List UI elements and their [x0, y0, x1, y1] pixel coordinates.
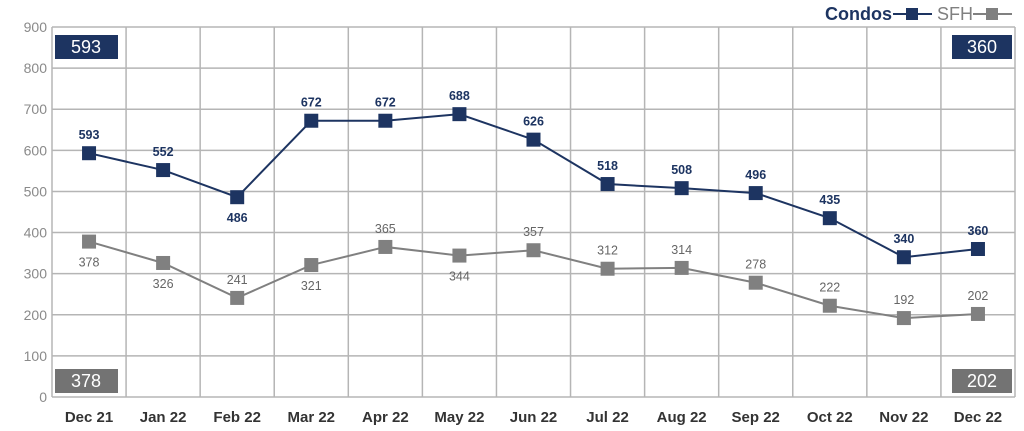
legend-condos-label: Condos	[825, 4, 892, 24]
data-point-sfh	[970, 306, 985, 321]
data-label-sfh: 365	[375, 222, 396, 236]
data-point-sfh	[304, 258, 319, 273]
grid	[51, 26, 1016, 398]
data-label-sfh: 314	[671, 243, 692, 257]
x-tick-label: May 22	[434, 409, 484, 426]
data-point-condos	[526, 132, 541, 147]
data-label-sfh: 241	[227, 273, 248, 287]
data-point-condos	[82, 146, 97, 161]
x-tick-label: Jun 22	[510, 409, 558, 426]
data-label-condos: 688	[449, 89, 470, 103]
data-label-sfh: 344	[449, 270, 470, 284]
callout-sfh-end-text: 202	[967, 371, 997, 391]
data-point-sfh	[822, 298, 837, 313]
x-tick-label: Aug 22	[657, 409, 707, 426]
data-label-condos: 435	[819, 193, 840, 207]
data-point-condos	[156, 163, 171, 178]
y-axis: 0 100 200 300 400 500 600 700 800 900	[24, 19, 48, 405]
callout-condos-start: 593	[55, 35, 118, 59]
callout-condos-start-text: 593	[71, 37, 101, 57]
x-tick-label: Apr 22	[362, 409, 409, 426]
data-label-condos: 626	[523, 115, 544, 129]
data-label-sfh: 321	[301, 279, 322, 293]
data-point-sfh	[156, 255, 171, 270]
legend-sfh-marker	[986, 8, 998, 20]
callout-condos-end: 360	[952, 35, 1012, 59]
y-tick-label: 900	[24, 19, 48, 35]
y-tick-label: 0	[39, 389, 47, 405]
x-tick-label: Feb 22	[213, 409, 261, 426]
data-point-sfh	[378, 239, 393, 254]
x-tick-label: Jul 22	[586, 409, 629, 426]
callout-sfh-end: 202	[952, 369, 1012, 393]
data-label-condos: 508	[671, 163, 692, 177]
data-label-sfh: 378	[79, 256, 100, 270]
data-label-condos: 593	[79, 128, 100, 142]
y-tick-label: 300	[24, 266, 48, 282]
callout-condos-end-text: 360	[967, 37, 997, 57]
data-label-condos: 672	[301, 96, 322, 110]
data-point-sfh	[674, 260, 689, 275]
data-point-condos	[452, 107, 467, 122]
data-label-condos: 340	[893, 232, 914, 246]
data-point-sfh	[896, 311, 911, 326]
data-point-condos	[304, 113, 319, 128]
data-point-condos	[674, 181, 689, 196]
x-tick-label: Oct 22	[807, 409, 853, 426]
data-label-sfh: 202	[968, 289, 989, 303]
y-tick-label: 600	[24, 142, 48, 158]
data-point-condos	[822, 211, 837, 226]
x-tick-label: Dec 22	[954, 409, 1002, 426]
data-point-sfh	[748, 275, 763, 290]
data-label-sfh: 192	[893, 293, 914, 307]
callout-sfh-start-text: 378	[71, 371, 101, 391]
data-point-condos	[600, 177, 615, 192]
legend-condos-marker	[906, 8, 918, 20]
data-point-condos	[230, 190, 245, 205]
data-point-condos	[896, 250, 911, 265]
y-tick-label: 200	[24, 307, 48, 323]
x-tick-label: Sep 22	[732, 409, 780, 426]
series-lines	[82, 107, 985, 326]
data-label-sfh: 312	[597, 244, 618, 258]
data-label-sfh: 278	[745, 258, 766, 272]
x-axis: Dec 21 Jan 22 Feb 22 Mar 22 Apr 22 May 22 Jun …	[65, 409, 1002, 426]
data-point-sfh	[82, 234, 97, 249]
data-label-sfh: 326	[153, 277, 174, 291]
data-label-condos: 672	[375, 96, 396, 110]
x-tick-label: Nov 22	[879, 409, 928, 426]
data-point-sfh	[526, 243, 541, 258]
y-tick-label: 800	[24, 60, 48, 76]
x-tick-label: Dec 21	[65, 409, 113, 426]
data-point-condos	[970, 242, 985, 256]
data-label-condos: 552	[153, 145, 174, 159]
legend-sfh-label: SFH	[937, 4, 973, 24]
data-label-condos: 496	[745, 168, 766, 182]
data-point-sfh	[452, 248, 467, 263]
data-point-sfh	[600, 261, 615, 276]
y-tick-label: 400	[24, 225, 48, 241]
data-label-condos: 518	[597, 159, 618, 173]
data-label-sfh: 222	[819, 281, 840, 295]
data-label-condos: 486	[227, 211, 248, 225]
x-tick-label: Mar 22	[288, 409, 336, 426]
callout-sfh-start: 378	[55, 369, 118, 393]
data-labels: 593 552 486 672 672 688 626 518 508 496 435 340 360 3…	[79, 89, 989, 307]
x-tick-label: Jan 22	[140, 409, 187, 426]
data-label-condos: 360	[968, 224, 989, 238]
legend: Condos SFH	[825, 4, 1012, 24]
data-point-condos	[378, 113, 393, 128]
data-point-sfh	[230, 290, 245, 305]
y-tick-label: 100	[24, 348, 48, 364]
y-tick-label: 500	[24, 183, 48, 199]
data-point-condos	[748, 186, 763, 201]
data-label-sfh: 357	[523, 225, 544, 239]
y-tick-label: 700	[24, 101, 48, 117]
